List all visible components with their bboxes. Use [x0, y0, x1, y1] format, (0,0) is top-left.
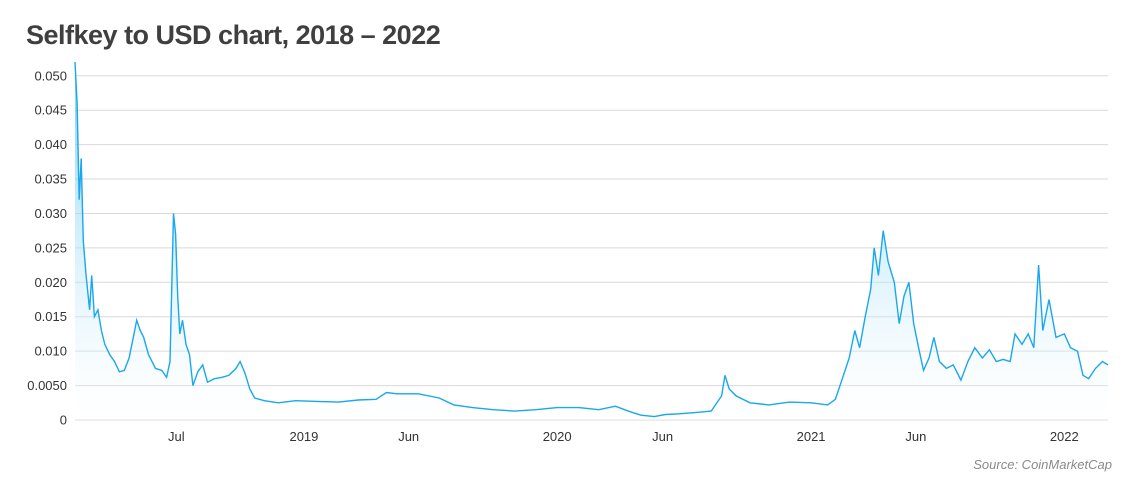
x-tick-label: 2022	[1050, 429, 1079, 444]
grid-lines	[75, 75, 1108, 421]
y-tick-label: 0.015	[34, 309, 67, 324]
chart-title: Selfkey to USD chart, 2018 – 2022	[26, 20, 441, 50]
y-tick-label: 0.050	[34, 68, 67, 83]
y-tick-label: 0.025	[34, 240, 67, 255]
y-axis: 0 0.0050 0.010 0.015 0.020 0.025 0.030 0.035 0.0…	[27, 68, 67, 427]
y-tick-label: 0	[60, 413, 67, 428]
x-tick-label: Jun	[652, 429, 673, 444]
x-tick-label: Jun	[905, 429, 926, 444]
y-tick-label: 0.040	[34, 137, 67, 152]
y-tick-label: 0.020	[34, 275, 67, 290]
price-area	[75, 62, 1108, 420]
x-tick-label: 2021	[797, 429, 826, 444]
source-note: Source: CoinMarketCap	[973, 457, 1112, 472]
x-tick-label: 2019	[289, 429, 318, 444]
y-tick-label: 0.035	[34, 172, 67, 187]
x-axis: Jul 2019 Jun 2020 Jun 2021 Jun 2022	[168, 429, 1079, 444]
x-tick-label: Jul	[168, 429, 185, 444]
y-tick-label: 0.045	[34, 103, 67, 118]
x-tick-label: 2020	[543, 429, 572, 444]
y-tick-label: 0.030	[34, 206, 67, 221]
y-tick-label: 0.010	[34, 344, 67, 359]
x-tick-label: Jun	[398, 429, 419, 444]
price-line	[74, 61, 1109, 418]
y-tick-label: 0.0050	[27, 378, 67, 393]
